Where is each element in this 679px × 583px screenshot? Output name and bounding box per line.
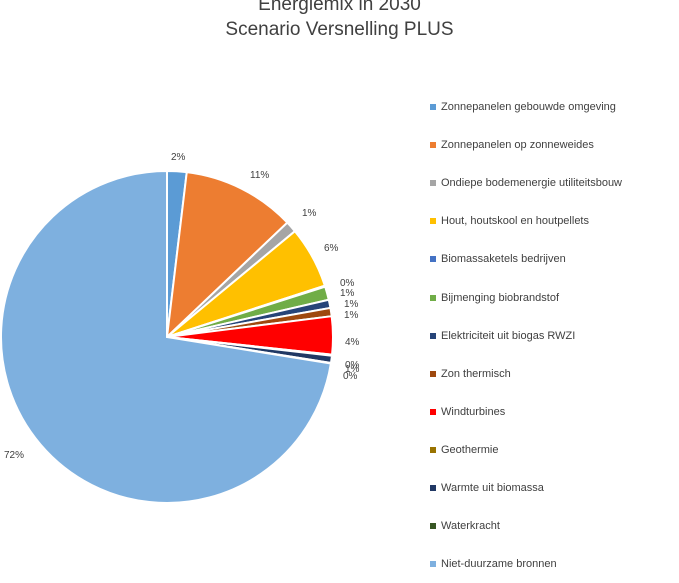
legend-label: Bijmenging biobrandstof: [441, 291, 560, 304]
legend-item: Elektriciteit uit biogas RWZI: [430, 317, 675, 355]
legend-swatch: [430, 484, 436, 491]
slice-data-label: 1%: [340, 288, 355, 299]
legend-item: Zonnepanelen gebouwde omgeving: [430, 88, 675, 126]
legend-item: Ondiepe bodemenergie utiliteitsbouw: [430, 164, 675, 202]
chart-title: Energiemix in 2030: [258, 0, 421, 15]
pie-slice: [165, 171, 289, 340]
legend-item: Geothermie: [430, 431, 675, 469]
slice-data-label: 11%: [250, 170, 269, 181]
legend-swatch: [430, 142, 436, 149]
slice-data-label: 1%: [344, 310, 359, 321]
chart-subtitle: Scenario Versnelling PLUS: [225, 19, 454, 40]
legend-label: Ondiepe bodemenergie utiliteitsbouw: [441, 177, 623, 190]
slice-data-label: 2%: [171, 152, 186, 163]
slice-data-label: 1%: [302, 208, 317, 219]
pie-slice: [0, 169, 333, 504]
legend-item: Windturbines: [430, 393, 675, 431]
legend-label: Hout, houtskool en houtpellets: [441, 215, 589, 228]
legend-swatch: [430, 561, 436, 568]
legend-label: Zonnepanelen gebouwde omgeving: [441, 101, 616, 114]
pie-chart: 2%11%1%6%0%1%1%1%4%0%1%0%72%: [0, 152, 360, 504]
slice-data-label: 0%: [340, 278, 355, 289]
legend-label: Elektriciteit uit biogas RWZI: [441, 329, 576, 342]
legend-label: Zonnepanelen op zonneweides: [441, 139, 594, 152]
slice-data-label: 0%: [345, 360, 360, 371]
legend-swatch: [430, 256, 436, 263]
legend-label: Niet-duurzame bronnen: [441, 558, 557, 571]
legend-swatch: [430, 408, 436, 415]
legend-swatch: [430, 446, 436, 453]
legend-item: Zon thermisch: [430, 355, 675, 393]
legend-item: Warmte uit biomassa: [430, 469, 675, 507]
legend-item: Biomassaketels bedrijven: [430, 240, 675, 278]
legend-label: Warmte uit biomassa: [441, 481, 544, 494]
slice-data-label: 1%: [344, 299, 359, 310]
legend-item: Hout, houtskool en houtpellets: [430, 202, 675, 240]
legend-swatch: [430, 180, 436, 187]
legend-item: Bijmenging biobrandstof: [430, 278, 675, 316]
legend-item: Zonnepanelen op zonneweides: [430, 126, 675, 164]
chart-legend: Zonnepanelen gebouwde omgeving Zonnepanel…: [430, 88, 675, 583]
slice-data-label: 4%: [345, 337, 360, 348]
legend-item: Waterkracht: [430, 507, 675, 545]
legend-swatch: [430, 218, 436, 225]
legend-swatch: [430, 523, 436, 530]
legend-label: Waterkracht: [441, 520, 500, 533]
legend-swatch: [430, 294, 436, 301]
legend-swatch: [430, 332, 436, 339]
legend-swatch: [430, 370, 436, 377]
legend-item: Niet-duurzame bronnen: [430, 545, 675, 583]
slice-data-label: 1%: [345, 364, 360, 375]
legend-label: Windturbines: [441, 405, 506, 418]
slice-data-label: 0%: [343, 371, 358, 382]
legend-swatch: [430, 104, 436, 111]
legend-label: Zon thermisch: [441, 367, 511, 380]
legend-label: Geothermie: [441, 443, 499, 456]
slice-data-label: 6%: [324, 243, 339, 254]
chart-title-block: Energiemix in 2030 Scenario Versnelling …: [0, 0, 679, 42]
legend-label: Biomassaketels bedrijven: [441, 253, 566, 266]
slice-data-label: 72%: [4, 450, 24, 461]
